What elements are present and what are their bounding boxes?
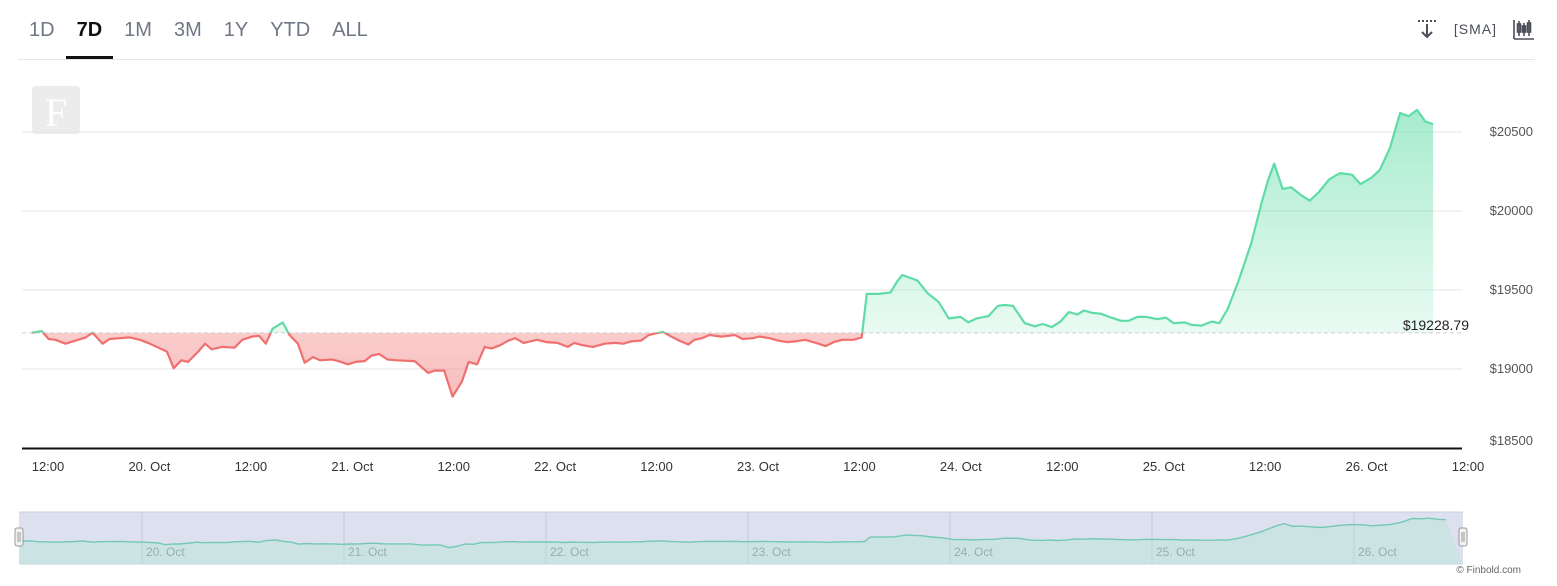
range-tab-3m[interactable]: 3M — [173, 19, 202, 41]
x-tick-label: 26. Oct — [1346, 459, 1388, 474]
range-tab-1m[interactable]: 1M — [124, 19, 152, 41]
x-tick-label: 24. Oct — [940, 459, 982, 474]
navigator-date-label: 23. Oct — [752, 545, 791, 559]
navigator-date-label: 21. Oct — [348, 545, 387, 559]
range-tab-ytd[interactable]: YTD — [270, 19, 311, 41]
area-fill-down — [31, 332, 1434, 397]
range-tab-1y[interactable]: 1Y — [223, 19, 249, 41]
navigator-date-label: 20. Oct — [146, 545, 185, 559]
y-tick-label: $20000 — [1490, 203, 1533, 218]
x-tick-label: 12:00 — [437, 459, 470, 474]
range-tab-1d[interactable]: 1D — [29, 19, 55, 41]
watermark-letter: F — [45, 90, 67, 135]
x-tick-label: 23. Oct — [737, 459, 779, 474]
x-tick-label: 12:00 — [640, 459, 673, 474]
area-fill-up — [31, 109, 1434, 333]
navigator-area — [19, 518, 1463, 564]
navigator-date-label: 26. Oct — [1358, 545, 1397, 559]
x-tick-label: 20. Oct — [128, 459, 170, 474]
download-arrow-icon — [1417, 20, 1436, 39]
candlestick-button[interactable] — [1513, 18, 1535, 40]
chart-toolbar: [SMA] — [1416, 18, 1535, 40]
sma-label: [SMA] — [1453, 21, 1497, 37]
x-tick-label: 12:00 — [1046, 459, 1079, 474]
credit-text: © Finbold.com — [1456, 565, 1521, 576]
x-tick-label: 12:00 — [843, 459, 876, 474]
x-tick-label: 12:00 — [235, 459, 268, 474]
range-tabs: 1D 7D 1M 3M 1Y YTD ALL — [18, 0, 379, 60]
navigator-line — [20, 517, 1446, 549]
price-line-up — [31, 108, 1434, 333]
x-tick-label: 12:00 — [32, 459, 65, 474]
download-button[interactable] — [1416, 18, 1438, 40]
navigator-selection[interactable] — [19, 512, 1463, 564]
sma-button[interactable]: [SMA] — [1454, 21, 1497, 37]
y-tick-label: $20500 — [1490, 124, 1533, 139]
price-line-down — [31, 332, 864, 398]
x-tick-label: 21. Oct — [331, 459, 373, 474]
y-tick-label: $19000 — [1490, 361, 1533, 376]
x-tick-label: 22. Oct — [534, 459, 576, 474]
navigator-date-label: 22. Oct — [550, 545, 589, 559]
x-tick-label: 25. Oct — [1143, 459, 1185, 474]
reference-price-label: $19228.79 — [1403, 317, 1469, 333]
candlestick-icon — [1513, 20, 1534, 40]
finbold-watermark: F — [32, 86, 80, 135]
navigator-right-handle[interactable] — [1458, 527, 1468, 547]
x-tick-label: 12:00 — [1249, 459, 1282, 474]
navigator-date-label: 25. Oct — [1156, 545, 1195, 559]
range-tab-7d[interactable]: 7D — [65, 0, 114, 60]
navigator-date-label: 24. Oct — [954, 545, 993, 559]
header-divider — [18, 59, 1535, 60]
sma-text: SMA — [1458, 21, 1493, 37]
price-chart[interactable]: F $18500 $19000 $19500 $20000 $20500 $19228.79… — [0, 0, 1557, 500]
navigator-left-handle[interactable] — [14, 527, 24, 547]
range-tab-all[interactable]: ALL — [332, 19, 368, 41]
y-tick-label: $18500 — [1490, 433, 1533, 448]
y-tick-label: $19500 — [1490, 282, 1533, 297]
x-tick-label: 12:00 — [1452, 459, 1485, 474]
